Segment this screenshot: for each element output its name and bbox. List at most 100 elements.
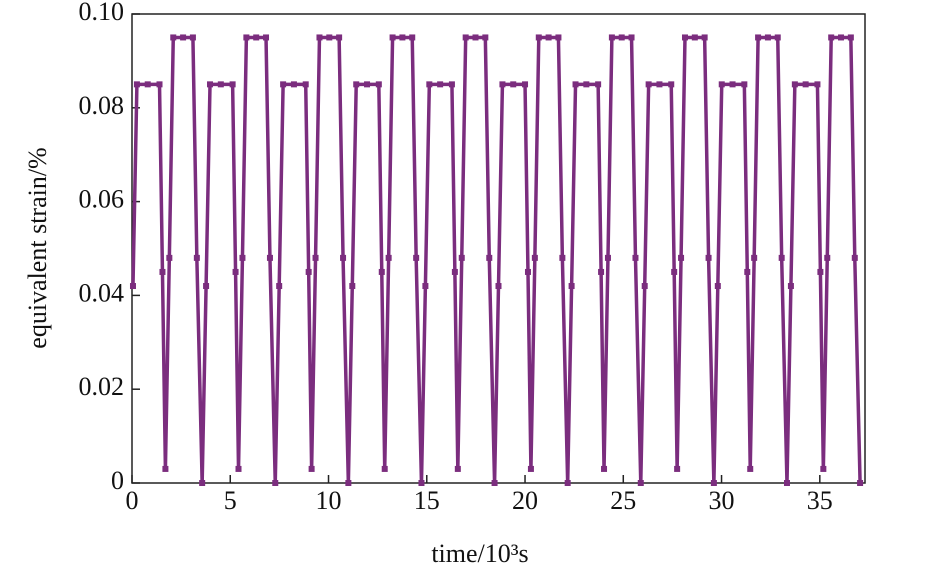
data-point — [524, 268, 531, 275]
data-point — [266, 254, 273, 261]
data-point — [744, 268, 751, 275]
y-tick-label: 0.08 — [79, 91, 125, 120]
data-point — [838, 34, 845, 41]
data-point — [203, 283, 210, 290]
data-point — [409, 34, 416, 41]
data-point — [399, 34, 406, 41]
data-point — [787, 283, 794, 290]
data-point — [491, 480, 498, 486]
data-point — [389, 34, 396, 41]
data-point — [458, 254, 465, 261]
data-point — [814, 81, 821, 88]
data-point — [755, 34, 762, 41]
data-point — [454, 465, 461, 472]
data-point — [349, 283, 356, 290]
data-point — [302, 81, 309, 88]
data-point — [353, 81, 360, 88]
data-point — [705, 254, 712, 261]
data-point — [604, 254, 611, 261]
data-point — [632, 254, 639, 261]
data-point — [375, 81, 382, 88]
data-point — [824, 254, 831, 261]
data-point — [710, 480, 717, 486]
data-point — [598, 268, 605, 275]
data-point — [778, 254, 785, 261]
data-point — [290, 81, 297, 88]
y-tick-label: 0.06 — [79, 185, 125, 214]
data-point — [531, 254, 538, 261]
data-point — [207, 81, 214, 88]
data-point — [747, 465, 754, 472]
y-tick-label: 0.04 — [79, 278, 125, 307]
data-point — [336, 34, 343, 41]
x-tick-label: 20 — [512, 486, 538, 515]
data-point — [170, 34, 177, 41]
data-point — [802, 81, 809, 88]
data-point — [263, 34, 270, 41]
data-point — [583, 81, 590, 88]
data-point — [340, 254, 347, 261]
data-point — [422, 283, 429, 290]
data-point — [678, 254, 685, 261]
data-point — [718, 81, 725, 88]
data-point — [385, 254, 392, 261]
data-point — [751, 254, 758, 261]
data-point — [495, 283, 502, 290]
x-tick-label: 0 — [126, 486, 139, 515]
data-point — [764, 34, 771, 41]
data-point — [847, 34, 854, 41]
x-tick-label: 5 — [224, 486, 237, 515]
data-point — [451, 268, 458, 275]
data-point — [674, 465, 681, 472]
data-point — [437, 81, 444, 88]
data-point — [472, 34, 479, 41]
data-point — [645, 81, 652, 88]
x-tick-label: 25 — [610, 486, 636, 515]
data-point — [608, 34, 615, 41]
data-point — [180, 34, 187, 41]
data-point — [378, 268, 385, 275]
data-point — [628, 34, 635, 41]
data-point — [555, 34, 562, 41]
data-point — [691, 34, 698, 41]
data-point — [535, 34, 542, 41]
data-point — [671, 268, 678, 275]
data-point — [668, 81, 675, 88]
data-point — [774, 34, 781, 41]
data-point — [741, 81, 748, 88]
data-point — [364, 81, 371, 88]
data-point — [522, 81, 529, 88]
data-point — [641, 283, 648, 290]
data-point — [462, 34, 469, 41]
data-point — [857, 480, 864, 486]
data-point — [229, 81, 236, 88]
data-point — [499, 81, 506, 88]
data-point — [381, 465, 388, 472]
x-tick-label: 30 — [709, 486, 735, 515]
data-point — [568, 283, 575, 290]
data-point — [527, 465, 534, 472]
data-point — [316, 34, 323, 41]
data-point — [618, 34, 625, 41]
y-tick-label: 0.02 — [79, 372, 125, 401]
data-point — [308, 465, 315, 472]
data-point — [345, 480, 352, 486]
data-point — [656, 81, 663, 88]
data-point — [482, 34, 489, 41]
data-point — [820, 465, 827, 472]
x-tick-label: 35 — [807, 486, 833, 515]
data-point — [681, 34, 688, 41]
data-point — [426, 81, 433, 88]
data-point — [276, 283, 283, 290]
data-point — [486, 254, 493, 261]
y-axis-label: equivalent strain/% — [23, 147, 52, 348]
x-tick-label: 10 — [316, 486, 342, 515]
data-point — [783, 480, 790, 486]
data-point — [637, 480, 644, 486]
data-point — [448, 81, 455, 88]
data-point — [601, 465, 608, 472]
y-tick-label: 0 — [111, 466, 124, 495]
y-tick-label: 0.10 — [79, 0, 125, 26]
data-point — [572, 81, 579, 88]
